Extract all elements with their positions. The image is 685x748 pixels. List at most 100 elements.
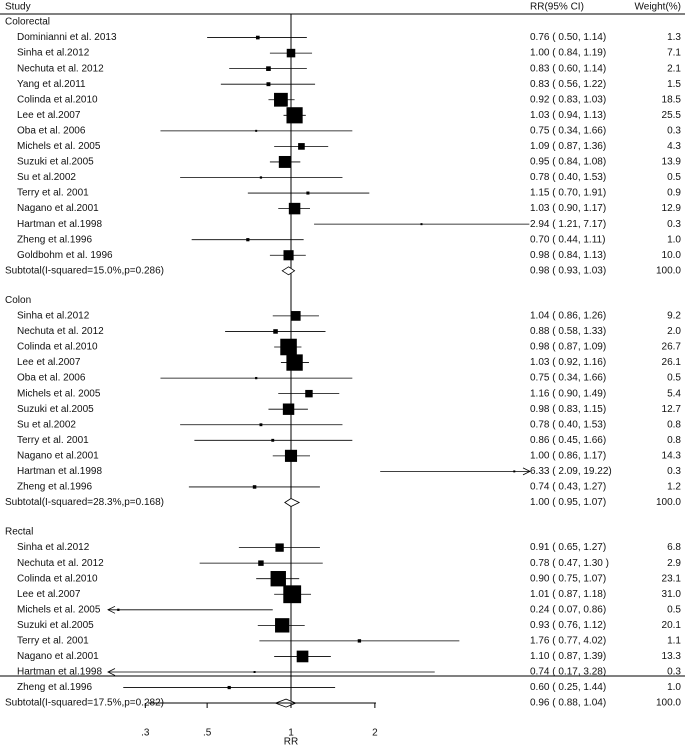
group-label-colon: Colon — [5, 295, 31, 306]
study-weight-colon-11: 1.2 — [667, 482, 681, 493]
study-name-colon-2: Colinda et al.2010 — [17, 342, 98, 353]
study-weight-colon-6: 12.7 — [662, 404, 682, 415]
point-estimate-rectal-7 — [296, 650, 309, 663]
ci-arrow-rectal-8 — [107, 668, 116, 676]
study-ci-colon-6: 0.98 ( 0.83, 1.15) — [530, 404, 606, 415]
group-label-colorectal: Colorectal — [5, 17, 50, 28]
study-name-colon-11: Zheng et al.1996 — [17, 482, 92, 493]
point-estimate-colon-8 — [271, 438, 275, 442]
study-weight-rectal-4: 0.5 — [667, 604, 681, 615]
study-weight-colon-10: 0.3 — [667, 466, 681, 477]
study-weight-colon-7: 0.8 — [667, 419, 681, 430]
study-ci-rectal-0: 0.91 ( 0.65, 1.27) — [530, 542, 606, 553]
study-name-rectal-1: Nechuta et al. 2012 — [17, 558, 104, 569]
x-tick-label-2: 1 — [288, 728, 294, 739]
point-estimate-colorectal-6 — [255, 129, 258, 132]
study-name-colon-3: Lee et al.2007 — [17, 357, 81, 368]
point-estimate-rectal-2 — [270, 571, 286, 587]
study-ci-colon-1: 0.88 ( 0.58, 1.33) — [530, 326, 606, 337]
point-estimate-colon-6 — [282, 403, 295, 415]
study-ci-colorectal-4: 0.92 ( 0.83, 1.03) — [530, 94, 606, 105]
study-name-colorectal-6: Oba et al. 2006 — [17, 125, 86, 136]
study-weight-colon-4: 0.5 — [667, 373, 681, 384]
study-name-rectal-5: Suzuki et al.2005 — [17, 620, 94, 631]
study-ci-colorectal-8: 0.95 ( 0.84, 1.08) — [530, 157, 606, 168]
point-estimate-colon-2 — [280, 338, 297, 356]
point-estimate-colorectal-12 — [420, 223, 423, 226]
study-name-colon-6: Suzuki et al.2005 — [17, 404, 94, 415]
point-estimate-rectal-0 — [275, 543, 284, 552]
study-name-rectal-0: Sinha et al.2012 — [17, 542, 90, 553]
study-name-rectal-6: Terry et al. 2001 — [17, 636, 89, 647]
x-axis-label: RR — [284, 737, 298, 748]
study-weight-colorectal-1: 7.1 — [667, 48, 681, 59]
study-ci-colorectal-3: 0.83 ( 0.56, 1.22) — [530, 79, 606, 90]
study-name-colorectal-4: Colinda et al.2010 — [17, 94, 98, 105]
study-weight-colorectal-14: 10.0 — [662, 250, 682, 261]
study-ci-rectal-5: 0.93 ( 0.76, 1.12) — [530, 620, 606, 631]
study-column-header: Study — [5, 2, 31, 13]
study-weight-colorectal-4: 18.5 — [662, 94, 682, 105]
point-estimate-colon-3 — [286, 354, 303, 371]
subtotal-label-rectal: Subtotal(I-squared=17.5%,p=0.282) — [5, 698, 164, 709]
study-weight-colorectal-13: 1.0 — [667, 234, 681, 245]
study-weight-rectal-2: 23.1 — [662, 573, 682, 584]
point-estimate-colorectal-5 — [286, 107, 303, 124]
point-estimate-colon-9 — [284, 449, 298, 462]
study-weight-rectal-0: 6.8 — [667, 542, 681, 553]
study-name-rectal-2: Colinda et al.2010 — [17, 573, 98, 584]
study-ci-colon-5: 1.16 ( 0.90, 1.49) — [530, 388, 606, 399]
point-estimate-colon-0 — [290, 311, 301, 321]
study-ci-colorectal-6: 0.75 ( 0.34, 1.66) — [530, 125, 606, 136]
point-estimate-colorectal-10 — [306, 191, 310, 195]
study-ci-colorectal-14: 0.98 ( 0.84, 1.13) — [530, 250, 606, 261]
study-ci-colon-3: 1.03 ( 0.92, 1.16) — [530, 357, 606, 368]
study-name-colorectal-9: Su et al.2002 — [17, 172, 76, 183]
point-estimate-colorectal-7 — [298, 143, 305, 150]
study-name-rectal-3: Lee et al.2007 — [17, 589, 81, 600]
study-name-colorectal-3: Yang et al.2011 — [17, 79, 86, 90]
study-weight-colorectal-3: 1.5 — [667, 79, 681, 90]
study-ci-colon-7: 0.78 ( 0.40, 1.53) — [530, 419, 606, 430]
study-ci-rectal-3: 1.01 ( 0.87, 1.18) — [530, 589, 606, 600]
subtotal-label-colorectal: Subtotal(I-squared=15.0%,p=0.286) — [5, 265, 164, 276]
study-weight-colorectal-9: 0.5 — [667, 172, 681, 183]
study-ci-colon-9: 1.00 ( 0.86, 1.17) — [530, 450, 606, 461]
study-ci-colorectal-1: 1.00 ( 0.84, 1.19) — [530, 48, 606, 59]
study-weight-rectal-8: 0.3 — [667, 667, 681, 678]
point-estimate-colorectal-3 — [266, 82, 271, 87]
study-weight-colorectal-0: 1.3 — [667, 32, 681, 43]
study-weight-colon-1: 2.0 — [667, 326, 681, 337]
study-name-colorectal-1: Sinha et al.2012 — [17, 48, 90, 59]
study-name-rectal-8: Hartman et al.1998 — [17, 667, 102, 678]
study-ci-rectal-2: 0.90 ( 0.75, 1.07) — [530, 573, 606, 584]
study-weight-rectal-6: 1.1 — [667, 636, 681, 647]
subtotal-ci-colorectal: 0.98 ( 0.93, 1.03) — [530, 265, 606, 276]
study-ci-colon-2: 0.98 ( 0.87, 1.09) — [530, 342, 606, 353]
point-estimate-colon-1 — [273, 329, 278, 334]
study-name-colorectal-2: Nechuta et al. 2012 — [17, 63, 104, 74]
study-ci-rectal-4: 0.24 ( 0.07, 0.86) — [530, 604, 606, 615]
x-tick-label-0: .3 — [141, 728, 150, 739]
study-name-colon-4: Oba et al. 2006 — [17, 373, 86, 384]
point-estimate-rectal-1 — [258, 560, 264, 566]
study-name-colon-9: Nagano et al.2001 — [17, 450, 99, 461]
study-weight-rectal-9: 1.0 — [667, 682, 681, 693]
study-ci-rectal-7: 1.10 ( 0.87, 1.39) — [530, 651, 606, 662]
point-estimate-rectal-4 — [117, 608, 120, 611]
subtotal-label-colon: Subtotal(I-squared=28.3%,p=0.168) — [5, 497, 164, 508]
subtotal-diamond-colorectal — [281, 266, 296, 276]
study-ci-colorectal-10: 1.15 ( 0.70, 1.91) — [530, 188, 606, 199]
point-estimate-rectal-9 — [227, 685, 231, 690]
subtotal-weight-colon: 100.0 — [656, 497, 681, 508]
point-estimate-colorectal-2 — [266, 66, 271, 71]
study-weight-rectal-7: 13.3 — [662, 651, 682, 662]
study-name-colorectal-0: Dominianni et al. 2013 — [17, 32, 117, 43]
point-estimate-rectal-3 — [283, 585, 302, 604]
study-ci-colon-11: 0.74 ( 0.43, 1.27) — [530, 482, 606, 493]
study-ci-colon-8: 0.86 ( 0.45, 1.66) — [530, 435, 606, 446]
study-weight-colon-3: 26.1 — [662, 357, 682, 368]
study-ci-colorectal-12: 2.94 ( 1.21, 7.17) — [530, 219, 606, 230]
study-name-rectal-9: Zheng et al.1996 — [17, 682, 92, 693]
study-ci-colorectal-5: 1.03 ( 0.94, 1.13) — [530, 110, 606, 121]
